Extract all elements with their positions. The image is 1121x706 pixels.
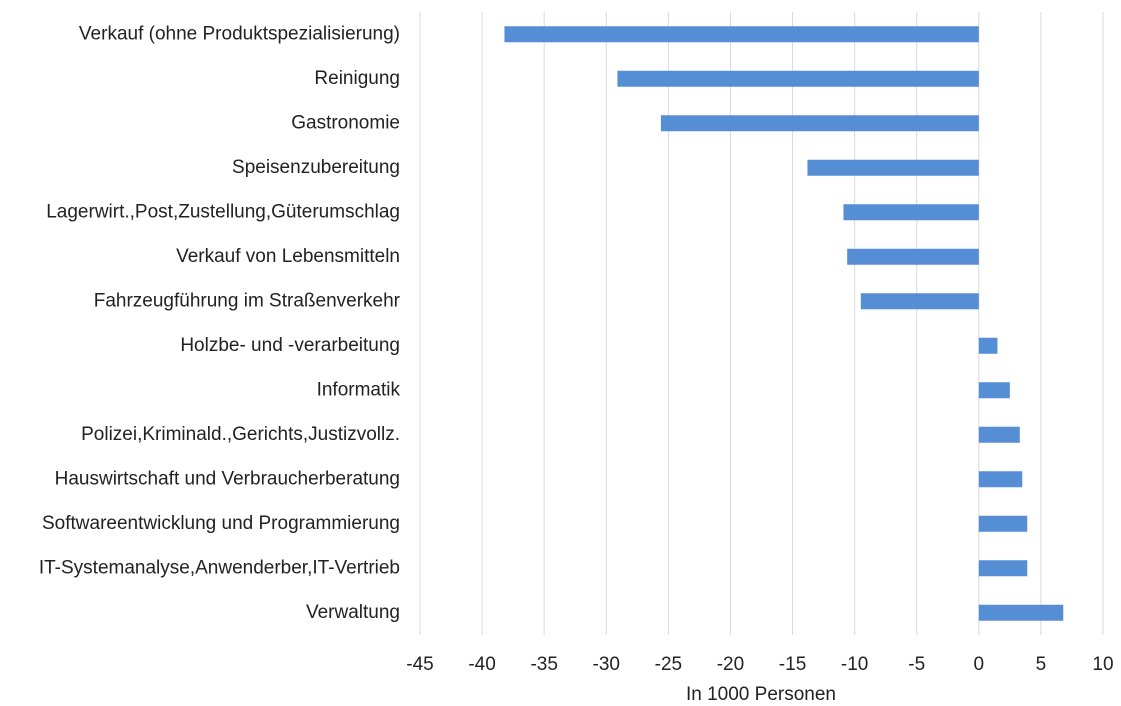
- x-axis-title: In 1000 Personen: [686, 684, 836, 705]
- y-tick-label: Speisenzubereitung: [232, 157, 400, 178]
- x-tick-label: 5: [1036, 654, 1047, 675]
- bar: [978, 337, 998, 354]
- y-tick-label: Verwaltung: [306, 602, 400, 623]
- bar: [617, 70, 979, 87]
- y-tick-label: Informatik: [317, 379, 401, 400]
- bar: [847, 248, 979, 265]
- bar: [978, 471, 1023, 488]
- x-tick-label: -45: [406, 654, 433, 675]
- x-tick-label: 0: [974, 654, 985, 675]
- bar: [978, 560, 1028, 577]
- bar: [978, 426, 1020, 443]
- y-tick-label: Lagerwirt.,Post,Zustellung,Güterumschlag: [46, 201, 400, 222]
- bar: [843, 204, 979, 221]
- bar: [860, 293, 979, 310]
- bar: [807, 159, 979, 176]
- x-tick-label: -30: [593, 654, 620, 675]
- bar: [978, 604, 1064, 621]
- y-tick-label: IT-Systemanalyse,Anwenderber,IT-Vertrieb: [39, 557, 400, 578]
- y-tick-label: Verkauf von Lebensmitteln: [176, 246, 400, 267]
- x-tick-label: -35: [530, 654, 557, 675]
- x-tick-label: -10: [841, 654, 868, 675]
- y-tick-label: Reinigung: [314, 68, 400, 89]
- bar: [660, 115, 979, 132]
- x-tick-label: -25: [655, 654, 682, 675]
- x-tick-label: -15: [779, 654, 806, 675]
- y-tick-label: Softwareentwicklung und Programmierung: [42, 513, 400, 534]
- x-tick-label: 10: [1092, 654, 1113, 675]
- y-tick-label: Hauswirtschaft und Verbraucherberatung: [55, 468, 400, 489]
- bar: [978, 515, 1028, 532]
- x-tick-label: -20: [717, 654, 744, 675]
- bar: [978, 382, 1010, 399]
- y-tick-label: Gastronomie: [291, 112, 400, 133]
- y-tick-label: Verkauf (ohne Produktspezialisierung): [79, 23, 400, 44]
- x-tick-label: -5: [908, 654, 925, 675]
- y-tick-label: Fahrzeugführung im Straßenverkehr: [94, 290, 401, 311]
- x-tick-label: -40: [468, 654, 495, 675]
- y-tick-label: Holzbe- und -verarbeitung: [180, 335, 400, 356]
- y-tick-label: Polizei,Kriminald.,Gerichts,Justizvollz.: [81, 424, 400, 445]
- bar: [504, 26, 979, 43]
